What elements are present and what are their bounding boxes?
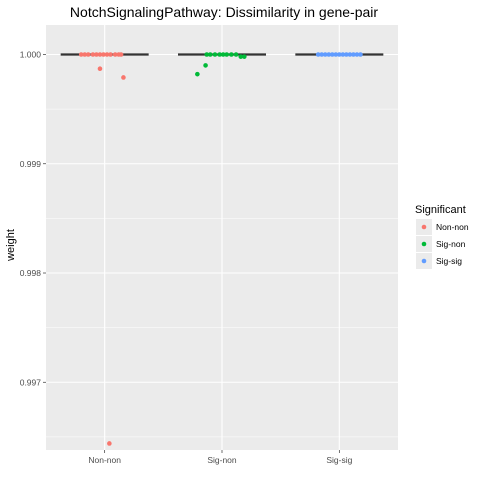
data-point — [220, 52, 226, 57]
y-tick-label: 0.997 — [20, 377, 42, 387]
data-point — [224, 52, 229, 57]
data-point — [195, 71, 200, 77]
plot-area: 0.997 0.998 0.999 1.000 Non-non Sig-non Sig-si… — [20, 25, 398, 465]
x-tick-label: Sig-non — [207, 455, 237, 465]
data-point — [315, 52, 321, 57]
legend-marker — [421, 258, 427, 264]
legend-title: Significant — [415, 204, 466, 216]
data-point — [241, 54, 247, 59]
data-point — [121, 75, 126, 80]
data-point — [238, 54, 244, 59]
data-point — [204, 52, 210, 57]
legend: Significant Non-non Sig-non Sig-sig — [415, 204, 469, 269]
y-tick-label: 1.000 — [20, 49, 42, 59]
data-point — [337, 52, 342, 57]
data-point — [347, 52, 353, 57]
data-point — [333, 52, 339, 57]
data-point — [107, 441, 112, 446]
data-point — [118, 52, 124, 57]
data-point — [326, 52, 332, 57]
legend-label: Sig-non — [436, 239, 466, 249]
data-point — [229, 52, 234, 57]
legend-label: Non-non — [436, 222, 469, 232]
data-point — [354, 52, 360, 57]
data-point — [358, 52, 363, 57]
data-point — [203, 63, 208, 68]
data-point — [82, 52, 88, 57]
data-point — [207, 52, 213, 57]
data-point — [108, 52, 113, 57]
x-tick-label: Non-non — [88, 455, 121, 465]
data-point — [112, 52, 118, 57]
data-point — [97, 66, 103, 72]
legend-marker — [421, 241, 427, 247]
data-point — [212, 52, 218, 57]
legend-label: Sig-sig — [436, 256, 462, 266]
data-point — [233, 52, 239, 57]
data-point — [340, 52, 346, 57]
data-point — [322, 52, 328, 57]
chart-title: NotchSignalingPathway: Dissimilarity in … — [70, 4, 378, 20]
data-point — [329, 52, 335, 57]
legend-marker — [421, 224, 427, 230]
data-point — [344, 52, 349, 57]
data-point — [101, 52, 106, 57]
data-point — [97, 52, 103, 57]
data-point — [351, 52, 356, 57]
y-axis-title: weight — [5, 229, 17, 262]
data-point — [217, 52, 222, 57]
y-tick-label: 0.998 — [20, 268, 42, 278]
data-point — [90, 52, 96, 57]
data-point — [78, 52, 84, 57]
x-tick-label: Sig-sig — [326, 455, 352, 465]
y-tick-label: 0.999 — [20, 159, 42, 169]
data-point — [104, 52, 110, 57]
data-point — [94, 52, 99, 57]
data-point — [85, 52, 91, 57]
data-point — [319, 52, 325, 57]
